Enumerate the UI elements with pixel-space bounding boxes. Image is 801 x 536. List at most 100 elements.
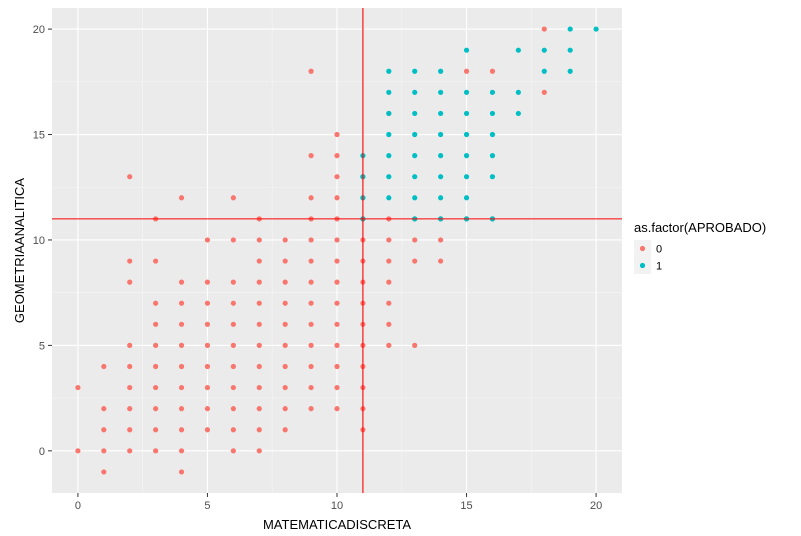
- data-point-class-1: [412, 131, 418, 138]
- data-point-class-0: [178, 427, 185, 433]
- data-point-class-1: [463, 153, 470, 159]
- data-point-class-0: [541, 89, 547, 95]
- data-point-class-0: [230, 195, 236, 201]
- data-point-class-0: [438, 258, 444, 264]
- data-point-class-1: [412, 174, 418, 180]
- data-point-class-1: [515, 89, 521, 95]
- data-point-class-0: [153, 321, 159, 327]
- data-point-class-0: [153, 406, 159, 412]
- data-point-class-1: [541, 68, 547, 74]
- data-point-class-1: [489, 174, 496, 180]
- data-point-class-0: [334, 363, 340, 370]
- data-point-class-0: [230, 427, 236, 433]
- legend-label-1: 1: [656, 261, 662, 273]
- data-point-class-1: [438, 195, 444, 201]
- x-axis-title: MATEMATICADISCRETA: [263, 517, 411, 532]
- data-point-class-0: [256, 363, 262, 370]
- data-point-class-0: [204, 406, 211, 412]
- data-point-class-0: [386, 300, 392, 306]
- data-point-class-0: [412, 342, 418, 348]
- x-tick-label: 20: [590, 500, 602, 512]
- data-point-class-0: [256, 321, 262, 327]
- data-point-class-0: [282, 258, 288, 264]
- data-point-class-0: [489, 68, 496, 74]
- data-point-class-1: [489, 89, 496, 95]
- data-point-class-1: [515, 47, 521, 53]
- legend-key-1: [639, 262, 646, 269]
- data-point-class-0: [256, 279, 262, 285]
- y-tick-label: 0: [39, 446, 45, 458]
- axes: 0 5 10 15 20 0 5 10 15 20: [33, 24, 602, 512]
- data-point-class-0: [153, 427, 159, 433]
- data-point-class-1: [463, 195, 470, 201]
- data-point-class-0: [153, 363, 159, 370]
- data-point-class-1: [541, 47, 547, 53]
- data-point-class-1: [438, 131, 444, 138]
- data-point-class-0: [127, 279, 133, 285]
- data-point-class-0: [282, 342, 288, 348]
- data-point-class-0: [282, 237, 288, 243]
- data-point-class-0: [230, 300, 236, 306]
- data-point-class-0: [178, 321, 185, 327]
- data-point-class-1: [463, 131, 470, 138]
- data-point-class-0: [256, 237, 262, 243]
- data-point-class-0: [101, 469, 107, 475]
- data-point-class-1: [438, 89, 444, 95]
- data-point-class-0: [101, 406, 107, 412]
- data-point-class-0: [308, 68, 314, 74]
- data-point-class-1: [412, 195, 418, 201]
- data-point-class-0: [541, 26, 547, 32]
- data-point-class-0: [127, 384, 133, 391]
- data-point-class-0: [256, 300, 262, 306]
- data-point-class-0: [334, 258, 340, 264]
- data-point-class-0: [101, 427, 107, 433]
- data-point-class-0: [256, 384, 262, 391]
- data-point-class-0: [127, 342, 133, 348]
- data-point-class-0: [308, 342, 314, 348]
- data-point-class-0: [334, 342, 340, 348]
- data-point-class-0: [282, 279, 288, 285]
- legend-title: as.factor(APROBADO): [634, 220, 766, 235]
- data-point-class-0: [230, 342, 236, 348]
- data-point-class-0: [308, 300, 314, 306]
- data-point-class-0: [101, 448, 107, 454]
- data-point-class-0: [178, 406, 185, 412]
- data-point-class-0: [153, 258, 159, 264]
- data-point-class-0: [334, 153, 340, 159]
- legend-label-0: 0: [656, 244, 662, 256]
- data-point-class-0: [153, 448, 159, 454]
- data-point-class-0: [334, 406, 340, 412]
- x-tick-label: 15: [460, 500, 472, 512]
- data-point-class-0: [256, 406, 262, 412]
- data-point-class-0: [282, 363, 288, 370]
- data-point-class-0: [308, 279, 314, 285]
- data-point-class-1: [438, 110, 444, 117]
- data-point-class-0: [230, 279, 236, 285]
- data-point-class-0: [308, 195, 314, 201]
- data-point-class-0: [412, 237, 418, 243]
- data-point-class-0: [308, 153, 314, 159]
- data-point-class-1: [412, 110, 418, 117]
- data-point-class-0: [308, 406, 314, 412]
- y-axis-title: GEOMETRIAANALITICA: [12, 178, 27, 324]
- data-point-class-1: [386, 174, 392, 180]
- y-tick-label: 5: [39, 340, 45, 352]
- data-point-class-1: [386, 131, 392, 138]
- data-point-class-0: [334, 384, 340, 391]
- data-point-class-1: [489, 153, 496, 159]
- data-point-class-1: [412, 89, 418, 95]
- data-point-class-1: [386, 68, 392, 74]
- data-point-class-1: [463, 110, 470, 117]
- data-point-class-1: [593, 26, 599, 32]
- data-point-class-0: [463, 68, 470, 74]
- data-point-class-1: [463, 47, 470, 53]
- data-point-class-0: [230, 363, 236, 370]
- data-point-class-0: [127, 427, 133, 433]
- data-point-class-1: [463, 89, 470, 95]
- data-point-class-0: [178, 469, 185, 475]
- data-point-class-0: [308, 237, 314, 243]
- data-point-class-0: [153, 384, 159, 391]
- y-tick-label: 20: [33, 24, 45, 36]
- data-point-class-0: [178, 300, 185, 306]
